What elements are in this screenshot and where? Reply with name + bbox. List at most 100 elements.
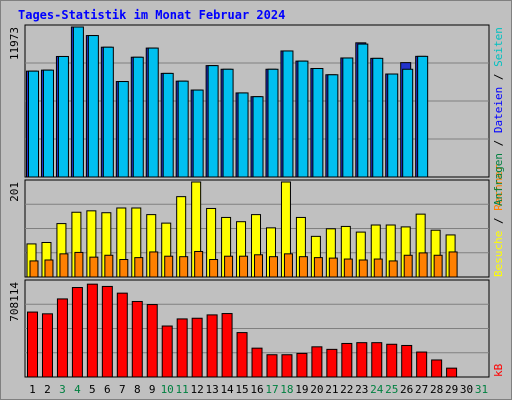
bar-dateien: [28, 70, 39, 178]
bar-dateien: [102, 46, 114, 178]
x-tick-label: 27: [415, 383, 428, 396]
x-tick-label: 30: [460, 383, 473, 396]
bar-kb: [446, 367, 458, 378]
bar-rechner: [194, 250, 204, 278]
bar-dateien: [132, 56, 144, 178]
bar-dateien: [87, 35, 99, 178]
x-tick-label: 21: [325, 383, 338, 396]
bar-rechner: [418, 252, 428, 278]
right-label-top: Anfragen / Dateien / Seiten: [492, 27, 505, 206]
x-tick-label: 13: [205, 383, 218, 396]
bar-kb: [326, 348, 338, 378]
bar-rechner: [89, 256, 99, 278]
bar-kb: [431, 359, 443, 378]
x-tick-label: 6: [104, 383, 111, 396]
chart-panels: 11973 201 708114: [8, 24, 490, 378]
series-label-part: /: [492, 211, 505, 231]
x-tick-label: 24: [370, 383, 384, 396]
x-tick-label: 20: [310, 383, 323, 396]
panel-middle: 201: [8, 179, 490, 278]
bar-dateien: [57, 55, 69, 178]
bar-rechner: [283, 253, 293, 278]
bar-kb: [161, 325, 173, 378]
x-tick-label: 8: [134, 383, 141, 396]
bar-dateien: [357, 43, 369, 178]
y-max-label-top: 11973: [8, 27, 21, 60]
bar-rechner: [388, 260, 398, 278]
x-tick-label: 14: [220, 383, 234, 396]
x-tick-label: 1: [29, 383, 36, 396]
bar-kb: [116, 292, 128, 378]
bar-dateien: [387, 73, 399, 178]
x-tick-label: 22: [340, 383, 353, 396]
bar-dateien: [162, 72, 174, 178]
bar-kb: [371, 342, 383, 378]
x-tick-label: 3: [59, 383, 66, 396]
bar-rechner: [448, 251, 458, 278]
series-label-part: Seiten: [492, 27, 505, 67]
x-tick-label: 10: [161, 383, 174, 396]
bar-dateien: [282, 50, 294, 178]
bar-kb: [101, 285, 113, 378]
bar-kb: [131, 300, 143, 378]
bar-dateien: [147, 47, 159, 178]
bar-dateien: [402, 68, 414, 178]
bar-kb: [266, 354, 278, 378]
x-tick-label: 11: [176, 383, 189, 396]
x-tick-label: 5: [89, 383, 96, 396]
bar-kb: [27, 311, 38, 378]
bar-dateien: [297, 60, 309, 178]
series-label-part: Besuche: [492, 231, 505, 277]
bar-dateien: [207, 65, 219, 178]
bar-kb: [311, 346, 323, 378]
x-tick-label: 17: [265, 383, 278, 396]
bar-dateien: [417, 55, 429, 178]
bar-rechner: [403, 254, 413, 278]
x-tick-label: 9: [149, 383, 156, 396]
bar-kb: [416, 351, 428, 378]
x-tick-label: 2: [44, 383, 51, 396]
x-tick-label: 19: [295, 383, 308, 396]
y-max-label-middle: 201: [8, 182, 21, 202]
bar-kb: [206, 314, 218, 378]
bar-dateien: [222, 68, 234, 178]
bar-rechner: [343, 258, 353, 278]
bar-rechner: [298, 256, 308, 278]
panel-bottom: 708114: [8, 279, 490, 378]
bar-rechner: [44, 259, 54, 278]
x-tick-label: 12: [191, 383, 204, 396]
x-tick-label: 4: [74, 383, 81, 396]
x-tick-label: 18: [280, 383, 293, 396]
bar-rechner: [328, 257, 338, 278]
series-label-part: /: [492, 67, 505, 87]
bar-rechner: [149, 251, 159, 278]
bar-dateien: [42, 69, 54, 178]
bar-rechner: [239, 255, 249, 278]
bar-rechner: [104, 254, 114, 278]
bar-kb: [176, 318, 188, 378]
series-label-part: Dateien: [492, 87, 505, 133]
bar-kb: [251, 347, 263, 378]
x-axis-labels: 1 2 3 4 5 6 7 8 9 10 11 12 13 14 15 16 17 18 19 20 21 22 23 24 2…: [29, 383, 488, 396]
bar-kb: [236, 332, 248, 378]
x-tick-label: 16: [250, 383, 263, 396]
bar-rechner: [313, 257, 323, 278]
bar-rechner: [29, 260, 39, 278]
bar-kb: [56, 298, 68, 378]
bar-rechner: [119, 259, 129, 278]
x-tick-label: 31: [475, 383, 488, 396]
bar-kb: [221, 313, 233, 378]
bar-rechner: [268, 256, 278, 278]
bar-kb: [341, 342, 353, 378]
bar-dateien: [177, 80, 189, 178]
bar-kb: [281, 354, 293, 378]
bar-rechner: [224, 255, 234, 278]
bar-dateien: [117, 81, 129, 178]
bar-kb: [86, 283, 98, 378]
bar-kb: [191, 317, 203, 378]
bar-dateien: [192, 89, 204, 178]
x-tick-label: 7: [119, 383, 126, 396]
bar-rechner: [59, 253, 69, 278]
